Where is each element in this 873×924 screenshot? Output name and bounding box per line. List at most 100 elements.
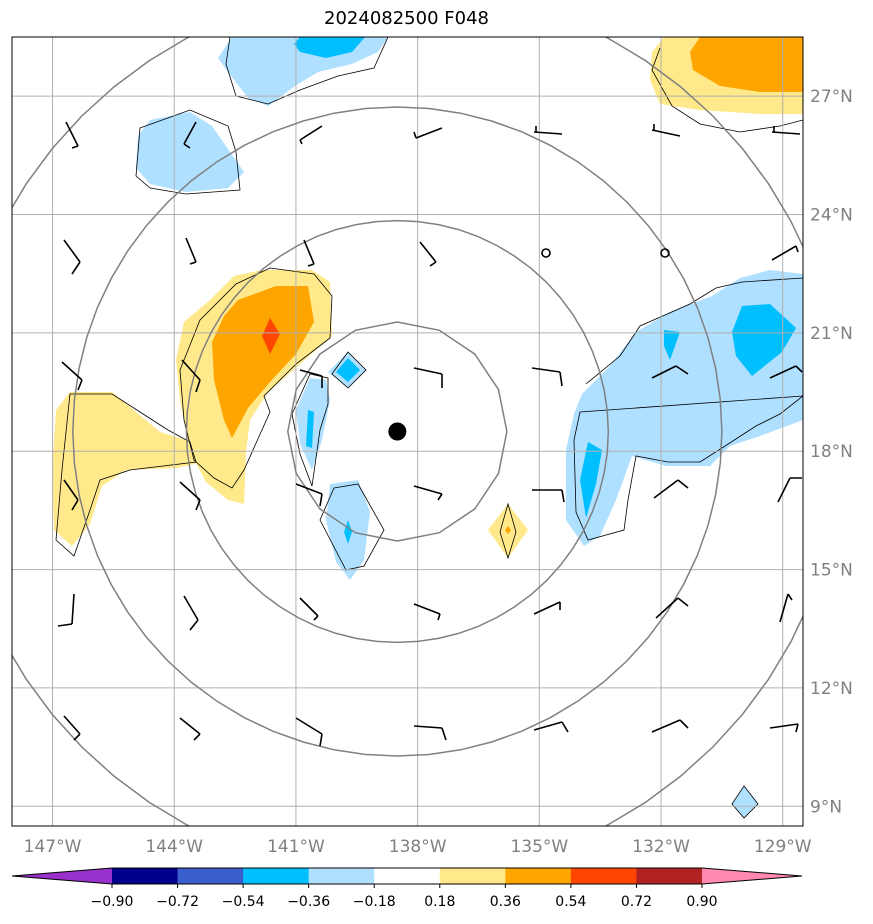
contour-line [55,393,197,557]
colorbar-tick-label: 0.54 [555,894,586,910]
contour-fill-light-blue [136,112,244,192]
range-ring [287,321,508,542]
wind-barb [531,367,563,387]
wind-barb [63,479,79,511]
wind-barb [181,359,201,393]
wind-barb [183,121,197,149]
contour-fill-blue [336,358,360,382]
colorbar-tick-label: 0.72 [621,894,652,910]
colorbar-tick-label: −0.18 [353,894,396,910]
colorbar: −0.90 −0.72 −0.54 −0.36 −0.18 0.18 0.36 0.54 0.7… [11,867,803,910]
wind-barb [299,125,323,145]
wind-barb [779,593,793,623]
wind-barb [63,239,81,275]
contour-line [225,37,389,105]
calm-wind-marker [541,248,551,258]
contour-line [135,109,241,195]
contour-fill-orange [212,286,314,438]
wind-barb [651,124,681,137]
contour-line [499,502,517,560]
colorbar-segment [374,868,441,884]
longitude-label: 144°W [145,837,203,857]
wind-barb [655,597,689,619]
latitude-label: 24°N [810,206,853,226]
contour-fill-red-orange [262,318,280,354]
latitude-label: 21°N [810,324,853,344]
wind-barb [299,597,319,621]
map-area [12,37,803,826]
wind-barb [299,369,323,388]
colorbar-tick-label: 0.90 [686,894,717,910]
contour-line [331,351,367,389]
contour-fill-orange [505,526,511,534]
wind-barb [771,245,799,261]
colorbar-extend-max [702,868,802,884]
longitude-label: 141°W [267,837,325,857]
wind-barb [533,126,563,135]
contour-fill-light-blue [218,37,388,106]
longitude-label: 132°W [632,837,690,857]
wind-barb [183,595,199,631]
latitude-label: 18°N [810,442,853,462]
wind-barb [653,479,689,499]
range-ring [12,37,803,826]
contour-fill-blue [294,37,365,58]
contour-line [573,395,803,541]
longitude-label: 135°W [510,837,568,857]
wind-barb [769,365,803,379]
wind-barb [413,367,443,388]
contour-line [291,373,329,487]
contour-fill-blue [306,410,314,448]
wind-barb [295,483,323,507]
contour-fill-blue [732,304,796,376]
contour-fill-yellow [52,392,214,546]
colorbar-segment [177,868,244,884]
colorbar-tick-label: 0.18 [424,894,455,910]
colorbar-tick-label: −0.36 [287,894,330,910]
colorbar-tick-label: 0.36 [490,894,521,910]
contour-line [585,277,803,385]
contour-line [319,483,385,571]
wind-barb [777,477,802,503]
latitude-label: 9°N [810,797,842,817]
colorbar-segment [505,868,572,884]
wind-barb [771,126,801,135]
longitude-label: 147°W [24,837,82,857]
colorbar-segment [112,868,179,884]
map-title: 2024082500 F048 [324,8,489,29]
contour-line [651,47,803,133]
contour-lines [55,37,803,819]
colorbar-segment [308,868,375,884]
colorbar-tick-label: −0.54 [222,894,265,910]
range-ring [72,106,723,757]
latitude-labels: 9°N 12°N 15°N 18°N 21°N 24°N 27°N [810,87,853,817]
contour-fill-blue [664,330,680,360]
colorbar-extend-min [12,868,112,884]
wind-barb [61,361,83,391]
wind-barb [63,715,81,741]
wind-barb [185,237,197,265]
colorbar-tick-label: −0.90 [91,894,134,910]
contour-line [731,785,759,819]
wind-barb [65,121,79,149]
map-frame [11,36,804,827]
wind-barb [57,593,75,627]
contour-line [179,267,333,489]
latitude-label: 27°N [810,87,853,107]
wind-barb [419,241,437,267]
contour-fill-blue [580,442,602,518]
range-ring [185,219,610,644]
wind-barb [179,717,201,741]
colorbar-segment [570,868,637,884]
colorbar-segment [439,868,506,884]
colorbar-segment [243,868,310,884]
wind-barb [651,365,689,379]
colorbar-segment [636,868,703,884]
wind-barb [413,603,441,621]
gridlines [12,37,803,826]
wind-barbs [57,121,803,747]
contour-fill-orange [690,37,803,92]
wind-barb [413,127,443,139]
storm-center-marker [388,422,407,441]
